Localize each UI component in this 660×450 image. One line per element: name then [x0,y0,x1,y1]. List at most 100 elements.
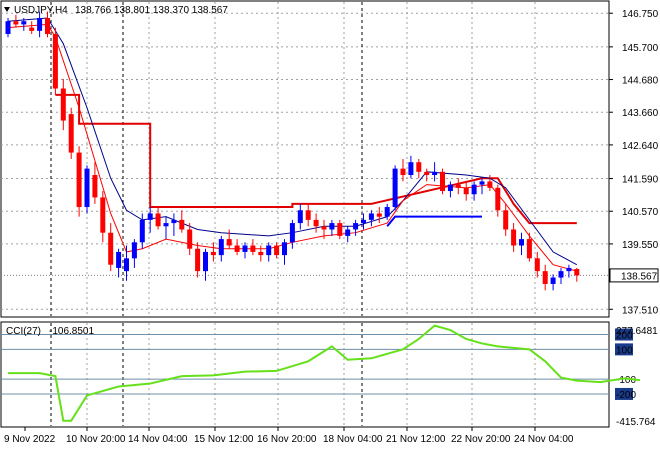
candle-body [424,171,430,176]
candle-body [29,27,35,31]
price-tick-label: 139.550 [622,240,659,251]
time-tick-label: 15 Nov 12:00 [194,434,254,445]
candle-body [274,245,280,256]
candle-body [361,219,366,224]
candle-body [297,210,303,224]
candle-body [376,213,382,217]
candle-body [416,162,422,172]
current-price-badge [609,268,659,283]
candle-body [147,213,153,220]
candles [5,11,580,291]
candle-body [479,181,485,185]
cci-max-label: 277.6481 [616,326,658,337]
candle-body [534,258,540,272]
candle-body [321,226,327,230]
cci-level-badge [615,343,633,356]
candle-body [187,229,193,249]
candle-body [52,34,58,89]
cci-level-badge [615,328,633,341]
session-separators [50,2,363,426]
candle-body [68,114,74,153]
time-tick-label: 9 Nov 2022 [4,434,56,445]
candle-body [519,239,524,246]
candle-body [139,219,145,243]
ohlc-readout: 138.766 138.801 138.370 138.567 [75,5,228,16]
cci-level-label: 200 [616,331,633,342]
candle-body [60,88,66,121]
candle-body [226,239,232,246]
candle-body [440,171,445,192]
candle-body [455,184,461,188]
cci-level-label: -200 [616,390,636,401]
candle-body [526,239,532,259]
candle-body [116,251,122,268]
time-axis: 9 Nov 2022 10 Nov 20:00 14 Nov 04:00 15 Nov… [4,427,574,445]
cci-level-label: 100 [616,345,633,356]
candle-body [558,271,564,278]
trailing-stop-red-line [55,93,577,225]
price-tick-label: 142.640 [622,141,659,152]
candle-body [45,18,50,35]
candle-body [234,245,240,252]
candle-body [511,229,517,246]
candle-body [384,207,390,217]
candle-body [282,242,287,256]
current-price-label: 138.567 [621,271,658,282]
price-tick-label: 140.570 [622,207,659,218]
candle-body [495,187,501,211]
candle-body [266,245,272,256]
candle-body [574,269,580,276]
cci-name: CCI(27) [6,326,41,337]
time-tick-label: 24 Nov 04:00 [514,434,574,445]
candle-body [171,219,177,224]
candle-body [550,277,556,284]
candle-body [5,21,11,35]
time-tick-label: 22 Nov 20:00 [451,434,511,445]
price-tick-label: 144.680 [622,76,659,87]
candle-body [503,210,509,230]
candle-body [542,271,548,284]
collapse-triangle-icon[interactable] [4,7,10,12]
candle-body [37,18,43,31]
candle-body [447,184,453,192]
candle-body [21,21,27,25]
cci-value: -106.8501 [49,326,94,337]
cci-panel: 200 100 -100 -200 277.6481 -415.764 [1,324,658,428]
candle-body [163,223,169,227]
cci-line [8,324,641,422]
candle-body [566,267,572,272]
candle-body [289,223,295,243]
indicator-frame [0,321,610,428]
candle-body [305,210,311,220]
time-tick-label: 10 Nov 20:00 [66,434,126,445]
candle-body [155,213,161,227]
candle-body [337,223,343,236]
price-tick-label: 143.660 [622,108,659,119]
time-tick-label: 14 Nov 04:00 [128,434,188,445]
trailing-stop-blue-line [386,215,482,227]
candle-body [368,213,374,220]
candle-body [13,21,19,25]
candle-body [179,219,185,230]
candle-body [392,168,398,208]
cci-level-badge [615,387,633,400]
candle-body [218,239,224,256]
candle-body [131,242,137,259]
price-tick-label: 145.700 [622,43,659,54]
candle-body [100,197,106,233]
cci-min-label: -415.764 [616,417,656,428]
candle-body [250,245,256,252]
price-axis: 146.750 145.700 144.680 143.660 142.640 141.5… [609,9,659,316]
candle-body [400,168,406,176]
candle-body [242,245,248,252]
cci-level-label: -100 [616,375,636,386]
candle-body [471,184,477,195]
time-tick-label: 21 Nov 12:00 [386,434,446,445]
price-tick-label: 146.750 [622,9,659,20]
time-tick-label: 16 Nov 20:00 [257,434,317,445]
candle-body [487,181,493,188]
time-tick-label: 18 Nov 04:00 [323,434,383,445]
symbol-label: USDJPY,H4 [14,5,68,16]
candle-body [408,162,414,176]
price-tick-label: 141.590 [622,175,659,186]
